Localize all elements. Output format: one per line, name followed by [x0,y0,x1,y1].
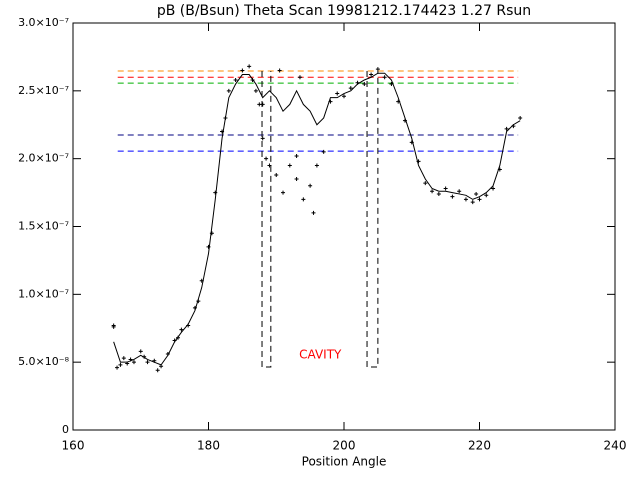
data-point [260,102,265,107]
data-point [335,91,340,96]
data-point [125,361,130,366]
data-point [348,86,353,91]
annotation: CAVITY [299,347,342,361]
data-point [176,335,181,340]
data-point [402,118,407,123]
y-tick-label: 1.5×10⁻⁷ [18,220,69,233]
data-point [504,126,509,131]
data-point [342,94,346,99]
data-point [240,68,245,73]
data-point [416,159,421,164]
data-point [115,365,120,370]
data-point [233,77,238,82]
data-point [128,357,133,362]
data-point [311,210,316,215]
y-tick-label: 2.0×10⁻⁷ [18,152,69,165]
data-point [111,324,116,329]
data-point [457,189,462,194]
data-point [250,77,255,82]
data-point [281,190,286,195]
data-point [423,181,428,186]
data-point [463,197,468,202]
data-point [260,136,265,141]
data-point [131,360,136,365]
data-point [172,338,177,343]
data-point [409,140,414,145]
data-point [226,88,231,93]
data-point [220,129,225,134]
data-point [223,115,228,120]
data-point [297,75,302,80]
data-point [287,163,292,168]
data-point [142,354,147,359]
data-point [253,88,258,93]
data-point [274,172,279,177]
data-point [518,115,523,120]
data-point [321,149,326,154]
y-tick-label: 3.0×10⁻⁷ [18,16,69,29]
data-point [430,189,435,194]
data-point [264,156,269,161]
data-point [328,99,333,104]
data-point [511,124,516,129]
data-point [491,186,496,191]
data-point [145,360,150,365]
data-point [186,323,191,328]
data-point [267,163,272,168]
x-tick-label: 200 [333,439,356,453]
y-tick-label: 1.0×10⁻⁷ [18,287,69,300]
data-point [118,362,123,367]
data-point [209,231,214,236]
data-point [294,153,299,158]
data-point [152,358,157,363]
data-point [192,305,197,310]
data-point [375,67,380,72]
x-tick-label: 220 [468,439,491,453]
data-point [159,364,164,369]
data-point [355,80,360,85]
data-point [165,352,170,357]
data-line [113,72,521,366]
x-axis-label: Position Angle [302,455,387,469]
data-point [382,75,387,80]
y-tick-label: 2.5×10⁻⁷ [18,84,69,97]
chart-title: pB (B/Bsun) Theta Scan 19981212.174423 1… [157,3,531,19]
data-point [497,167,502,172]
data-point [369,72,374,77]
data-point [362,82,367,87]
data-point [213,190,218,195]
data-point [206,244,211,249]
data-point [470,200,475,205]
data-point [396,99,401,104]
data-point [450,194,455,199]
y-tick-label: 0 [62,423,69,436]
data-point [196,299,201,304]
data-point [199,278,204,283]
data-point [314,163,319,168]
cavity-box [261,71,272,368]
y-tick-label: 5.0×10⁻⁸ [18,355,70,368]
data-point [138,349,143,354]
cavity-box [366,71,379,368]
x-tick-label: 240 [604,439,627,453]
x-tick-label: 180 [197,439,220,453]
data-point [179,327,184,332]
data-point [121,356,126,361]
data-point [474,191,479,196]
data-point [308,183,313,188]
data-point [436,191,441,196]
data-point [484,193,489,198]
x-tick-label: 160 [62,439,85,453]
data-point [477,197,482,202]
data-point [247,64,252,69]
data-point [294,177,299,182]
data-point [155,368,160,373]
data-point [389,82,394,87]
data-point [301,197,306,202]
data-point [443,186,448,191]
data-point [277,68,282,73]
data-point [257,102,262,107]
